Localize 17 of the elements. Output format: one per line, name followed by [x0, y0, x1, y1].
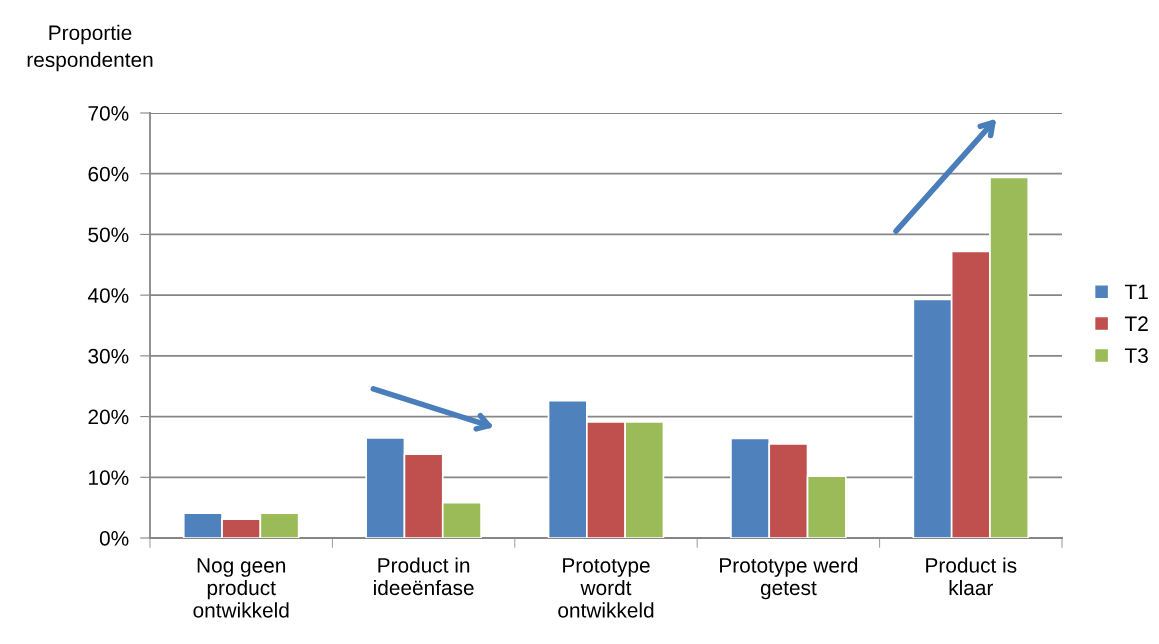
legend-label: T1 [1124, 284, 1148, 299]
x-tick-label: Prototype werd getest [720, 557, 858, 600]
x-tick-label: Product is klaar [926, 557, 1017, 596]
y-tick-label: 0% [99, 531, 129, 546]
y-tick-label: 40% [87, 288, 129, 303]
y-tick-label: 50% [88, 227, 129, 243]
x-tick-label: Product in ideeënfase [374, 557, 474, 596]
y-axis-title: Proportie respondenten [27, 24, 153, 72]
y-tick-label: 70% [88, 106, 129, 121]
legend-label: T3 [1124, 348, 1148, 364]
legend-label: T2 [1124, 316, 1148, 331]
y-tick-label: 10% [89, 470, 129, 486]
y-tick-label: 30% [88, 348, 129, 364]
x-tick-label: Nog geen product ontwikkeld [193, 558, 289, 618]
y-tick-label: 60% [88, 166, 129, 182]
y-tick-label: 20% [88, 409, 129, 425]
x-tick-label: Prototype wordt ontwikkeld [558, 558, 654, 618]
